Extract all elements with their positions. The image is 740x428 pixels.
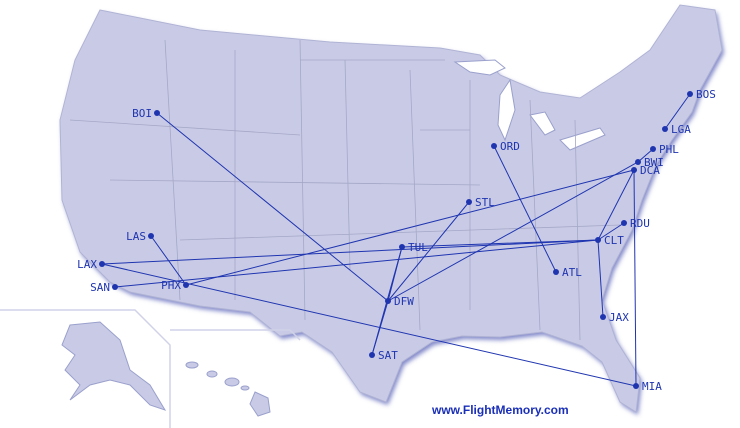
routes <box>101 93 691 387</box>
route-boi-dfw <box>156 112 389 302</box>
airport-label-clt: CLT <box>604 234 624 247</box>
airport-marker-mia[interactable] <box>633 383 639 389</box>
route-san-clt <box>114 239 599 288</box>
airport-marker-stl[interactable] <box>466 199 472 205</box>
airport-marker-bwi[interactable] <box>635 159 641 165</box>
airport-label-mia: MIA <box>642 380 662 393</box>
route-clt-dca <box>597 169 635 241</box>
airport-marker-sat[interactable] <box>369 352 375 358</box>
airport-label-phx: PHX <box>161 279 181 292</box>
airport-label-dca: DCA <box>640 164 660 177</box>
alaska-land <box>61 321 167 411</box>
route-dfw-bwi <box>387 161 639 302</box>
route-tul-clt <box>401 239 599 248</box>
contiguous-us-land <box>59 4 723 413</box>
airport-marker-lax[interactable] <box>99 261 105 267</box>
airport-label-atl: ATL <box>562 266 582 279</box>
airport-marker-dfw[interactable] <box>385 298 391 304</box>
route-clt-jax <box>597 239 604 318</box>
route-lax-mia <box>101 263 637 387</box>
state-borders <box>69 39 621 341</box>
airport-marker-tul[interactable] <box>399 244 405 250</box>
airport-label-san: SAN <box>90 281 110 294</box>
route-dfw-sat <box>371 300 389 356</box>
route-lga-bos <box>664 93 691 130</box>
airport-marker-bos[interactable] <box>687 91 693 97</box>
airport-marker-rdu[interactable] <box>621 220 627 226</box>
airport-label-lga: LGA <box>671 123 691 136</box>
route-dfw-stl <box>387 201 470 302</box>
airport-label-boi: BOI <box>132 107 152 120</box>
airport-marker-clt[interactable] <box>595 237 601 243</box>
airport-label-dfw: DFW <box>394 295 414 308</box>
airport-marker-ord[interactable] <box>491 143 497 149</box>
airport-marker-dca[interactable] <box>631 167 637 173</box>
route-dca-mia <box>633 169 637 387</box>
airport-label-bwi: BWI <box>644 156 664 169</box>
airport-label-tul: TUL <box>408 241 428 254</box>
airport-marker-jax[interactable] <box>600 314 606 320</box>
hawaii-land <box>185 361 271 417</box>
airport-label-ord: ORD <box>500 140 520 153</box>
airport-label-stl: STL <box>475 196 495 209</box>
route-ord-atl <box>493 145 557 273</box>
route-lax-clt <box>101 239 599 265</box>
airport-marker-san[interactable] <box>112 284 118 290</box>
airport-label-lax: LAX <box>77 258 97 271</box>
inset-frame <box>0 309 301 428</box>
airport-label-bos: BOS <box>696 88 716 101</box>
route-phl-bwi <box>637 148 654 163</box>
airport-label-jax: JAX <box>609 311 629 324</box>
airport-label-las: LAS <box>126 230 146 243</box>
airport-label-rdu: RDU <box>630 217 650 230</box>
great-lakes <box>453 59 606 151</box>
airport-marker-lga[interactable] <box>662 126 668 132</box>
airport-marker-phl[interactable] <box>650 146 656 152</box>
airport-marker-las[interactable] <box>148 233 154 239</box>
airport-label-sat: SAT <box>378 349 398 362</box>
airport-marker-phx[interactable] <box>183 282 189 288</box>
route-phx-dca <box>185 169 635 286</box>
airport-marker-atl[interactable] <box>553 269 559 275</box>
flightmemory-credit-link[interactable]: www.FlightMemory.com <box>432 403 569 417</box>
route-clt-rdu <box>597 222 625 241</box>
airport-marker-boi[interactable] <box>154 110 160 116</box>
airport-label-phl: PHL <box>659 143 679 156</box>
